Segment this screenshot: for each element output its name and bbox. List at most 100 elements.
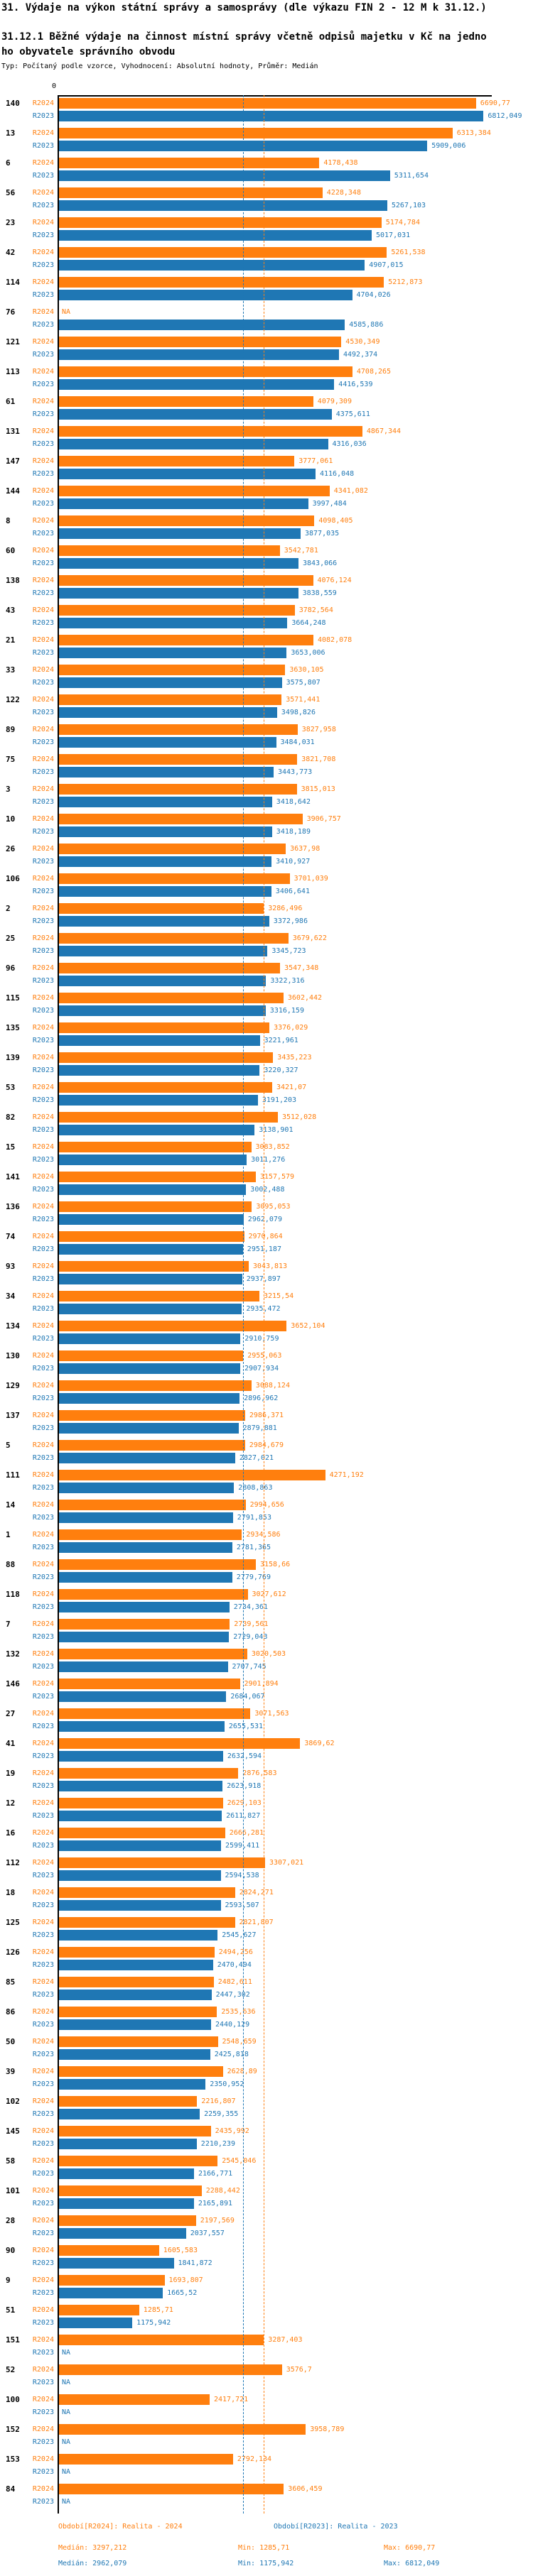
bar-r2023 [59, 1005, 266, 1016]
group-id-label: 121 [6, 337, 20, 346]
bar-group: 43 R2024 3782,564 R2023 3664,248 [0, 604, 533, 634]
value-label-r2024: 3542,781 [284, 547, 318, 555]
bar-row-r2023: R2023 2910,759 [0, 1333, 533, 1344]
value-label-r2023: 4316,036 [332, 440, 367, 448]
bar-r2024 [59, 426, 362, 437]
bar-r2023 [59, 1483, 235, 1493]
bar-r2024 [59, 1857, 265, 1868]
series-label-r2024: R2024 [32, 278, 54, 286]
series-label-r2024: R2024 [32, 875, 54, 883]
value-label-r2023: 3877,035 [305, 530, 340, 537]
value-label-r2023: 3138,901 [259, 1126, 294, 1134]
bar-group: 144 R2024 4341,082 R2023 3997,484 [0, 485, 533, 515]
value-label-r2023: 3418,642 [276, 798, 311, 806]
group-id-label: 9 [6, 2276, 11, 2285]
bar-group: 60 R2024 3542,781 R2023 3843,066 [0, 545, 533, 574]
value-label-r2024: 2824,271 [239, 1889, 274, 1896]
group-id-label: 139 [6, 1053, 20, 1062]
series-label-r2023: R2023 [32, 1007, 54, 1015]
bar-row-r2024: R2024 2494,256 [0, 1947, 533, 1958]
series-label-r2023: R2023 [32, 172, 54, 180]
value-label-r2023: 2734,361 [233, 1603, 268, 1611]
value-label-r2024: 4341,082 [333, 487, 368, 495]
bar-r2024 [59, 1291, 259, 1301]
value-label-r2024: 4082,078 [318, 636, 352, 644]
value-label-r2024: 3571,441 [286, 696, 321, 704]
group-id-label: 42 [6, 248, 16, 257]
stat-median-r2023: Medián: 2962,079 [58, 2560, 127, 2567]
bar-row-r2023: R2023 2259,355 [0, 2109, 533, 2119]
bar-r2024 [59, 1828, 225, 1838]
bar-r2024 [59, 784, 297, 795]
bar-group: 125 R2024 2821,807 R2023 2545,627 [0, 1916, 533, 1946]
chart-subtitle-line1: 31.12.1 Běžné výdaje na činnost místní s… [1, 31, 487, 43]
bar-r2023 [59, 2139, 197, 2149]
bar-row-r2024: R2024 NA [0, 307, 533, 317]
bar-r2023 [59, 1691, 227, 1702]
bar-row-r2023: R2023 2937,897 [0, 1274, 533, 1284]
series-label-r2023: R2023 [32, 1514, 54, 1522]
group-id-label: 2 [6, 904, 11, 913]
bar-r2023 [59, 677, 282, 688]
bar-group: 1 R2024 2934,586 R2023 2781,365 [0, 1529, 533, 1559]
value-label-r2023: 3575,807 [286, 679, 321, 687]
value-label-r2024: 2197,569 [200, 2217, 235, 2225]
group-id-label: 135 [6, 1023, 20, 1032]
bar-r2023 [59, 439, 328, 449]
value-label-r2023: 4704,026 [356, 291, 391, 299]
series-label-r2023: R2023 [32, 2289, 54, 2297]
bar-r2024 [59, 2185, 202, 2196]
series-label-r2024: R2024 [32, 577, 54, 584]
series-label-r2023: R2023 [32, 2021, 54, 2029]
bar-row-r2024: R2024 3376,029 [0, 1022, 533, 1033]
value-label-r2023: 3406,641 [275, 888, 310, 895]
value-label-r2024: 2901,894 [244, 1680, 279, 1688]
value-label-r2023: 4416,539 [338, 381, 373, 388]
series-label-r2023: R2023 [32, 2110, 54, 2118]
bar-row-r2024: R2024 3958,789 [0, 2424, 533, 2435]
bar-row-r2023: R2023 2593,507 [0, 1900, 533, 1911]
bar-row-r2023: R2023 2545,627 [0, 1930, 533, 1941]
group-id-label: 14 [6, 1500, 16, 1510]
series-label-r2024: R2024 [32, 1740, 54, 1747]
bar-group: 23 R2024 5174,784 R2023 5017,031 [0, 217, 533, 246]
value-label-r2024: 3652,104 [291, 1322, 325, 1330]
bar-r2024 [59, 486, 330, 496]
bar-r2023 [59, 588, 298, 599]
bar-row-r2023: R2023 3220,327 [0, 1065, 533, 1076]
bar-r2024 [59, 814, 303, 824]
bar-r2023 [59, 1035, 260, 1046]
series-label-r2024: R2024 [32, 1471, 54, 1479]
series-label-r2023: R2023 [32, 1901, 54, 1909]
bar-group: 146 R2024 2901,894 R2023 2684,067 [0, 1678, 533, 1708]
series-label-r2023: R2023 [32, 530, 54, 537]
value-label-r2024: 4228,348 [326, 189, 361, 197]
bar-r2024 [59, 605, 295, 616]
bar-row-r2023: R2023 5909,006 [0, 141, 533, 151]
bar-row-r2024: R2024 3307,021 [0, 1857, 533, 1868]
series-label-r2023: R2023 [32, 1216, 54, 1223]
series-label-r2023: R2023 [32, 1275, 54, 1283]
na-label-r2023: NA [62, 2408, 71, 2416]
bar-r2024 [59, 1052, 274, 1063]
value-label-r2024: 3286,496 [268, 905, 303, 912]
bar-group: 114 R2024 5212,873 R2023 4704,026 [0, 276, 533, 306]
value-label-r2024: 3821,708 [301, 755, 336, 763]
bar-row-r2023: R2023 3997,484 [0, 498, 533, 509]
series-label-r2024: R2024 [32, 1084, 54, 1091]
series-label-r2023: R2023 [32, 1961, 54, 1969]
series-label-r2023: R2023 [32, 1991, 54, 1999]
value-label-r2023: 2781,365 [236, 1544, 271, 1551]
bar-r2024 [59, 1142, 252, 1152]
group-id-label: 27 [6, 1709, 16, 1718]
value-label-r2024: 3435,223 [277, 1054, 312, 1061]
group-id-label: 53 [6, 1083, 16, 1092]
group-id-label: 5 [6, 1441, 11, 1450]
series-label-r2024: R2024 [32, 159, 54, 167]
bar-r2024 [59, 903, 264, 914]
bar-r2023 [59, 558, 298, 569]
series-label-r2024: R2024 [32, 2485, 54, 2493]
bar-row-r2023: R2023 5267,103 [0, 200, 533, 211]
bar-row-r2023: R2023 3410,927 [0, 856, 533, 867]
series-label-r2023: R2023 [32, 1305, 54, 1313]
